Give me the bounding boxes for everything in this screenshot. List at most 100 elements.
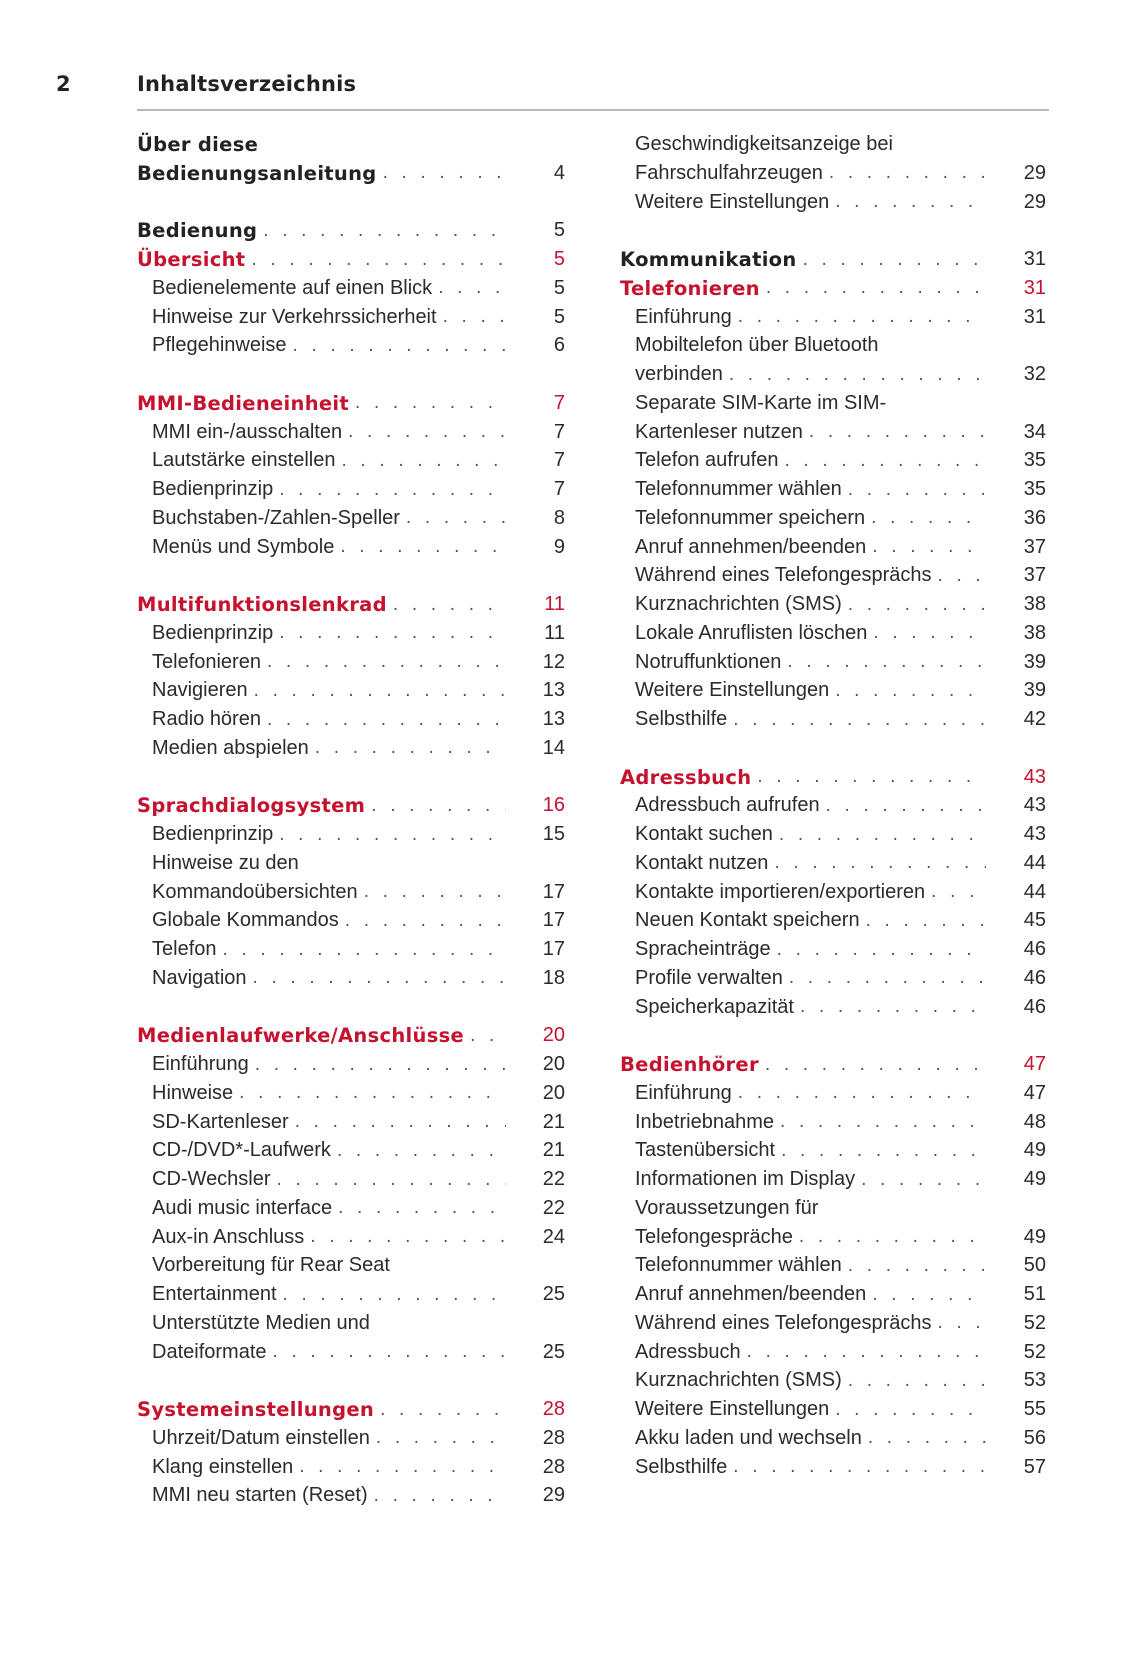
toc-entry[interactable]: Aux-in Anschluss . . . . . . . . . . . .…	[152, 1223, 565, 1252]
toc-entry[interactable]: Bedienelemente auf einen Blick . . . . .…	[152, 274, 565, 303]
toc-entry[interactable]: Telefongespräche . . . . . . . . . . . .…	[635, 1223, 1046, 1252]
toc-page-number: 22	[542, 1196, 565, 1219]
toc-entry[interactable]: Dateiformate . . . . . . . . . . . . . .…	[152, 1338, 565, 1367]
toc-entry-title: Bedienprinzip	[152, 478, 274, 500]
toc-entry[interactable]: Radio hören . . . . . . . . . . . . . . …	[152, 705, 565, 734]
toc-entry[interactable]: Lautstärke einstellen . . . . . . . . . …	[152, 446, 565, 475]
toc-page-number: 43	[1023, 794, 1046, 817]
toc-entry[interactable]: Multifunktionslenkrad . . . . . . . . . …	[137, 590, 565, 619]
toc-entry[interactable]: Lokale Anruflisten löschen . . . . . . .…	[635, 619, 1046, 648]
toc-entry[interactable]: Telefonieren . . . . . . . . . . . . . .…	[620, 274, 1046, 303]
toc-entry[interactable]: Buchstaben-/Zahlen-Speller . . . . . . .…	[152, 504, 565, 533]
toc-entry-line[interactable]: Geschwindigkeitsanzeige bei	[635, 130, 986, 159]
toc-entry[interactable]: MMI neu starten (Reset) . . . . . . . . …	[152, 1481, 565, 1510]
toc-entry[interactable]: Speicherkapazität . . . . . . . . . . . …	[635, 993, 1046, 1022]
toc-entry[interactable]: Weitere Einstellungen . . . . . . . . . …	[635, 676, 1046, 705]
dot-leader: . . . . . . . . . . . . . . . . . . . . …	[253, 679, 506, 701]
toc-entry[interactable]: Medien abspielen . . . . . . . . . . . .…	[152, 734, 565, 763]
toc-entry-title: Notruffunktionen	[635, 650, 782, 673]
toc-entry[interactable]: Uhrzeit/Datum einstellen . . . . . . . .…	[152, 1424, 565, 1453]
toc-entry[interactable]: Menüs und Symbole . . . . . . . . . . . …	[152, 533, 565, 562]
toc-page-number: 11	[544, 593, 565, 615]
toc-entry[interactable]: Klang einstellen . . . . . . . . . . . .…	[152, 1453, 565, 1482]
toc-entry[interactable]: Profile verwalten . . . . . . . . . . . …	[635, 964, 1046, 993]
toc-entry[interactable]: Tastenübersicht . . . . . . . . . . . . …	[635, 1136, 1046, 1165]
toc-entry[interactable]: Übersicht . . . . . . . . . . . . . . . …	[137, 245, 565, 274]
toc-entry[interactable]: Audi music interface . . . . . . . . . .…	[152, 1194, 565, 1223]
toc-entry-title: Telefon	[152, 938, 217, 960]
toc-entry[interactable]: Telefon aufrufen . . . . . . . . . . . .…	[635, 446, 1046, 475]
toc-entry[interactable]: Pflegehinweise . . . . . . . . . . . . .…	[152, 331, 565, 360]
toc-page-number: 46	[1023, 995, 1046, 1018]
toc-entry[interactable]: Kommunikation . . . . . . . . . . . . . …	[620, 245, 1046, 274]
toc-entry[interactable]: Adressbuch . . . . . . . . . . . . . . .…	[620, 763, 1046, 792]
toc-entry-title: Medienlaufwerke/Anschlüsse	[137, 1024, 465, 1048]
toc-entry[interactable]: Telefon . . . . . . . . . . . . . . . . …	[152, 935, 565, 964]
toc-entry[interactable]: Inbetriebnahme . . . . . . . . . . . . .…	[635, 1108, 1046, 1137]
toc-entry[interactable]: Telefonieren . . . . . . . . . . . . . .…	[152, 648, 565, 677]
toc-entry[interactable]: Bedienungsanleitung . . . . . . . . . . …	[137, 159, 565, 188]
toc-entry[interactable]: Bedienprinzip . . . . . . . . . . . . . …	[152, 475, 565, 504]
toc-entry[interactable]: Während eines Telefongesprächs . . . . .…	[635, 561, 1046, 590]
toc-entry[interactable]: verbinden . . . . . . . . . . . . . . . …	[635, 360, 1046, 389]
toc-entry[interactable]: Hinweise . . . . . . . . . . . . . . . .…	[152, 1079, 565, 1108]
toc-entry[interactable]: Kontakte importieren/exportieren . . . .…	[635, 878, 1046, 907]
toc-entry[interactable]: SD-Kartenleser . . . . . . . . . . . . .…	[152, 1108, 565, 1137]
toc-entry[interactable]: MMI-Bedieneinheit . . . . . . . . . . . …	[137, 389, 565, 418]
toc-entry[interactable]: Medienlaufwerke/Anschlüsse . . . . . . .…	[137, 1021, 565, 1050]
toc-entry[interactable]: Weitere Einstellungen . . . . . . . . . …	[635, 188, 1046, 217]
toc-entry-line[interactable]: Separate SIM-Karte im SIM-	[635, 389, 986, 418]
toc-entry[interactable]: Neuen Kontakt speichern . . . . . . . . …	[635, 906, 1046, 935]
toc-entry[interactable]: Globale Kommandos . . . . . . . . . . . …	[152, 906, 565, 935]
toc-entry[interactable]: Adressbuch aufrufen . . . . . . . . . . …	[635, 791, 1046, 820]
toc-entry-title: Kartenleser nutzen	[635, 420, 803, 443]
toc-entry[interactable]: Bedienprinzip . . . . . . . . . . . . . …	[152, 619, 565, 648]
toc-entry[interactable]: Selbsthilfe . . . . . . . . . . . . . . …	[635, 1453, 1046, 1482]
toc-entry[interactable]: Navigieren . . . . . . . . . . . . . . .…	[152, 676, 565, 705]
toc-entry[interactable]: Weitere Einstellungen . . . . . . . . . …	[635, 1395, 1046, 1424]
toc-entry[interactable]: Notruffunktionen . . . . . . . . . . . .…	[635, 648, 1046, 677]
toc-entry[interactable]: Telefonnummer wählen . . . . . . . . . .…	[635, 475, 1046, 504]
toc-entry-title: Pflegehinweise	[152, 334, 287, 357]
toc-entry-line[interactable]: Mobiltelefon über Bluetooth	[635, 331, 986, 360]
toc-entry[interactable]: Anruf annehmen/beenden . . . . . . . . .…	[635, 533, 1046, 562]
toc-entry[interactable]: Telefonnummer speichern . . . . . . . . …	[635, 504, 1046, 533]
toc-entry-line[interactable]: Unterstützte Medien und	[152, 1309, 506, 1338]
toc-page-number: 13	[542, 679, 565, 702]
toc-entry[interactable]: Informationen im Display . . . . . . . .…	[635, 1165, 1046, 1194]
toc-entry[interactable]: CD-/DVD*-Laufwerk . . . . . . . . . . . …	[152, 1136, 565, 1165]
toc-entry[interactable]: Navigation . . . . . . . . . . . . . . .…	[152, 964, 565, 993]
toc-entry[interactable]: MMI ein-/ausschalten . . . . . . . . . .…	[152, 418, 565, 447]
toc-page-number: 39	[1023, 650, 1046, 673]
toc-entry[interactable]: CD-Wechsler . . . . . . . . . . . . . . …	[152, 1165, 565, 1194]
toc-entry[interactable]: Entertainment . . . . . . . . . . . . . …	[152, 1280, 565, 1309]
toc-entry-line[interactable]: Voraussetzungen für	[635, 1194, 986, 1223]
toc-entry[interactable]: Akku laden und wechseln . . . . . . . . …	[635, 1424, 1046, 1453]
toc-entry[interactable]: Kontakt nutzen . . . . . . . . . . . . .…	[635, 849, 1046, 878]
toc-entry[interactable]: Kurznachrichten (SMS) . . . . . . . . . …	[635, 590, 1046, 619]
toc-entry[interactable]: Kommandoübersichten . . . . . . . . . . …	[152, 878, 565, 907]
toc-entry[interactable]: Einführung . . . . . . . . . . . . . . .…	[635, 303, 1046, 332]
toc-entry[interactable]: Kurznachrichten (SMS) . . . . . . . . . …	[635, 1366, 1046, 1395]
toc-entry[interactable]: Kartenleser nutzen . . . . . . . . . . .…	[635, 418, 1046, 447]
toc-entry[interactable]: Bedienprinzip . . . . . . . . . . . . . …	[152, 820, 565, 849]
toc-entry[interactable]: Fahrschulfahrzeugen . . . . . . . . . . …	[635, 159, 1046, 188]
toc-entry[interactable]: Hinweise zur Verkehrssicherheit . . . . …	[152, 303, 565, 332]
toc-entry[interactable]: Anruf annehmen/beenden . . . . . . . . .…	[635, 1280, 1046, 1309]
toc-entry[interactable]: Einführung . . . . . . . . . . . . . . .…	[152, 1050, 565, 1079]
toc-entry[interactable]: Selbsthilfe . . . . . . . . . . . . . . …	[635, 705, 1046, 734]
toc-page-number: 49	[1023, 1225, 1046, 1248]
toc-entry[interactable]: Einführung . . . . . . . . . . . . . . .…	[635, 1079, 1046, 1108]
toc-entry[interactable]: Bedienhörer . . . . . . . . . . . . . . …	[620, 1050, 1046, 1079]
toc-entry[interactable]: Während eines Telefongesprächs . . . . .…	[635, 1309, 1046, 1338]
toc-entry[interactable]: Spracheinträge . . . . . . . . . . . . .…	[635, 935, 1046, 964]
toc-entry[interactable]: Adressbuch . . . . . . . . . . . . . . .…	[635, 1338, 1046, 1367]
toc-entry-line[interactable]: Über diese	[137, 130, 506, 159]
toc-entry[interactable]: Kontakt suchen . . . . . . . . . . . . .…	[635, 820, 1046, 849]
toc-entry[interactable]: Telefonnummer wählen . . . . . . . . . .…	[635, 1251, 1046, 1280]
toc-entry-line[interactable]: Vorbereitung für Rear Seat	[152, 1251, 506, 1280]
toc-entry-line[interactable]: Hinweise zu den	[152, 849, 506, 878]
toc-entry[interactable]: Bedienung . . . . . . . . . . . . . . . …	[137, 216, 565, 245]
toc-entry[interactable]: Sprachdialogsystem . . . . . . . . . . .…	[137, 791, 565, 820]
toc-entry[interactable]: Systemeinstellungen . . . . . . . . . . …	[137, 1395, 565, 1424]
